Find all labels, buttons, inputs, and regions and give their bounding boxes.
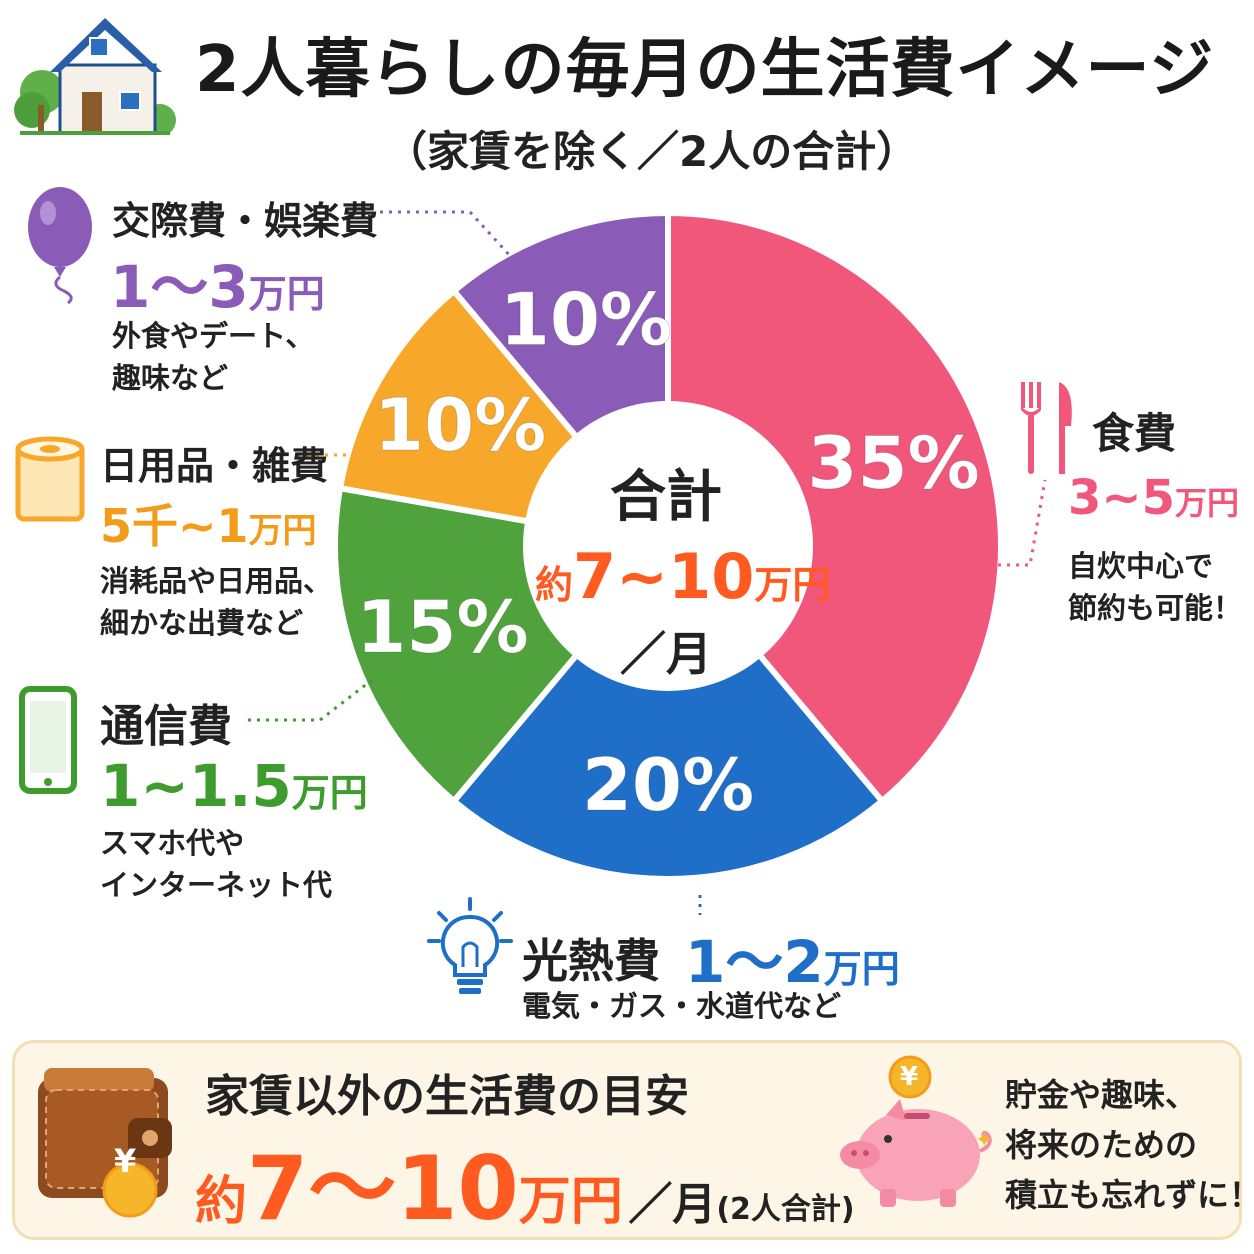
center-total-label: 合計	[610, 465, 722, 530]
center-per-month: ／月	[620, 627, 712, 681]
piggy-bank-icon	[840, 1055, 992, 1207]
page-subtitle: （家賃を除く／2人の合計）	[385, 127, 919, 176]
center-total-amount: 約7~10万円	[535, 540, 831, 613]
category-amount-daily-goods: 5千~1万円	[100, 499, 317, 553]
yen-coin-piggy: ¥	[900, 1062, 919, 1092]
category-note-food: 自炊中心で 節約も可能！	[1068, 549, 1243, 625]
bottom-note: 貯金や趣味、 将来のための 積立も忘れずに！	[1005, 1076, 1254, 1214]
balloon-icon	[28, 187, 92, 305]
bottom-summary-box	[12, 1040, 1242, 1240]
page-title: 2人暮らしの毎月の生活費イメージ	[195, 33, 1215, 107]
category-label-daily-goods: 日用品・雑費	[100, 444, 329, 488]
yen-coin-wallet: ¥	[114, 1142, 137, 1180]
category-note-entertainment: 外食やデート、 趣味など	[112, 319, 315, 395]
category-amount-communication: 1~1.5万円	[100, 752, 368, 820]
category-label-utilities: 光熱費	[522, 934, 660, 988]
bottom-amount: 約7～10万円 ／月(2人合計)	[195, 1137, 855, 1240]
wallet-icon	[38, 1068, 172, 1218]
smartphone-icon	[19, 686, 77, 794]
pie-label-utilities: 20%	[582, 743, 754, 827]
pie-label-food: 35%	[807, 421, 979, 505]
donut-hole	[523, 401, 813, 691]
light-bulb-icon	[427, 897, 513, 994]
fork-knife-icon	[1021, 382, 1072, 474]
category-label-food: 食費	[1092, 409, 1177, 458]
toilet-paper-icon	[15, 436, 85, 522]
category-note-daily-goods: 消耗品や日用品、 細かな出費など	[100, 564, 333, 640]
category-note-utilities: 電気・ガス・水道代など	[522, 989, 842, 1023]
category-amount-food: 3~5万円	[1068, 470, 1240, 526]
category-amount-utilities: 1～2万円	[685, 928, 900, 996]
sparkle-icon: ✦	[975, 1128, 994, 1153]
category-note-communication: スマホ代や インターネット代	[100, 826, 333, 902]
bottom-heading: 家賃以外の生活費の目安	[205, 1071, 689, 1122]
pie-label-entertainment: 10%	[500, 277, 672, 361]
category-amount-entertainment: 1～3万円	[110, 253, 325, 321]
pie-label-daily-goods: 10%	[374, 383, 546, 467]
category-label-communication: 通信費	[100, 701, 232, 752]
pie-slice-food	[665, 209, 1004, 806]
pie-label-communication: 15%	[356, 585, 528, 669]
pie-slice-utilities	[449, 541, 887, 882]
category-label-entertainment: 交際費・娯楽費	[112, 199, 379, 243]
house-icon	[14, 18, 176, 135]
